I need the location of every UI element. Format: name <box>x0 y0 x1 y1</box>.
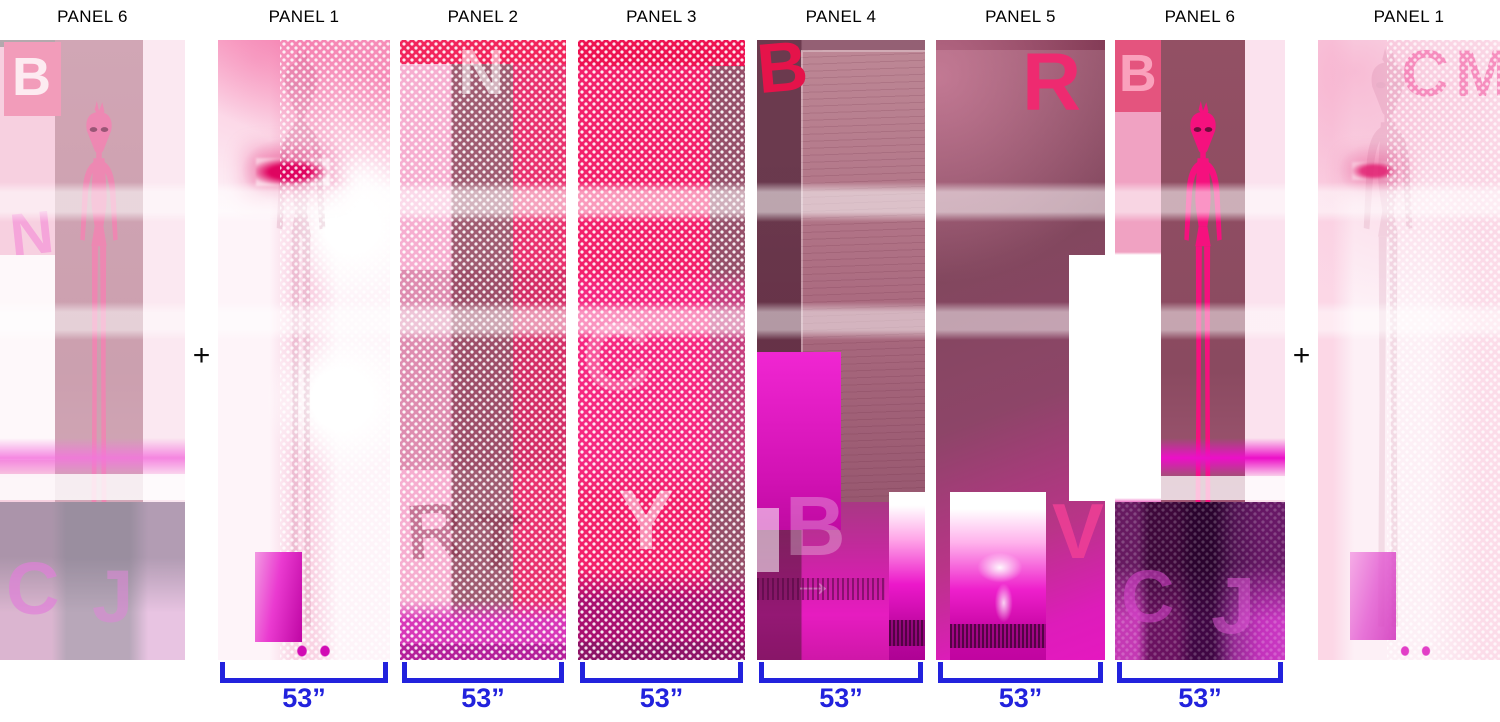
artwork-letter: C <box>582 304 652 411</box>
artwork-letter: R <box>402 485 466 577</box>
plus-sign: + <box>192 339 211 372</box>
separator-column: + <box>185 0 218 722</box>
artwork-letter: N <box>458 40 505 108</box>
panel-artwork-6: B C J <box>1115 40 1285 660</box>
white-band <box>1161 476 1285 500</box>
panel-artwork-5: R V <box>936 40 1105 660</box>
panel-label: PANEL 2 <box>447 7 519 26</box>
panel-label: PANEL 5 <box>985 7 1056 26</box>
white-inset <box>1069 255 1105 501</box>
panel-column-3: PANEL 3 C Y 53” <box>578 0 745 722</box>
white-inset <box>757 508 779 572</box>
artwork-letter: B <box>785 479 846 573</box>
panel-column-6: PANEL 6 B C J 53” <box>1115 0 1285 722</box>
panel-column-4: PANEL 4 B B → 53” <box>757 0 925 722</box>
panel-label: PANEL 6 <box>57 7 128 26</box>
panel-artwork-3: C Y <box>578 40 745 660</box>
doll-feet <box>1396 642 1440 659</box>
measurement-bracket <box>220 662 388 683</box>
panel-column-5: PANEL 5 R V 53” <box>936 0 1105 722</box>
measurement-bracket <box>938 662 1103 683</box>
measurement-bracket <box>402 662 564 683</box>
grass-strip <box>757 578 885 600</box>
measurement-bracket <box>580 662 743 683</box>
separator-column: + <box>1285 0 1318 722</box>
panel-column-right-repeat: PANEL 1 CM <box>1318 0 1500 722</box>
panel-label: PANEL 4 <box>805 7 877 26</box>
panel-column-1: PANEL 1 53” <box>218 0 390 722</box>
measurement-label: 53” <box>1178 683 1222 713</box>
panel-label: PANEL 3 <box>626 7 697 26</box>
panel-label: PANEL 6 <box>1164 7 1236 26</box>
artwork-letter: C <box>1121 555 1175 638</box>
measurement-label: 53” <box>639 683 684 713</box>
panel-label: PANEL 1 <box>268 7 340 26</box>
artwork-letter: Y <box>618 473 675 567</box>
fade-veil <box>0 40 185 660</box>
panel-artwork-right-repeat: CM <box>1318 40 1500 660</box>
measurement-bracket <box>1117 662 1283 683</box>
measurement-label: 53” <box>282 683 326 713</box>
panel-artwork-4: B B → <box>757 40 925 660</box>
panel-column-left-repeat: PANEL 6 B N C J <box>0 0 185 722</box>
photo-inset <box>950 492 1046 660</box>
plus-sign: + <box>1292 339 1311 372</box>
panel-artwork-2: N R T <box>400 40 566 660</box>
panel-artwork-1 <box>218 40 390 660</box>
panel-artwork-left-repeat: B N C J <box>0 40 185 660</box>
artwork-letter: B <box>1119 45 1157 103</box>
lips-shape <box>1352 162 1396 180</box>
artwork-letter: T <box>471 495 524 587</box>
doll-feet <box>292 642 338 660</box>
photo-inset <box>889 492 925 660</box>
panel-column-2: PANEL 2 N R T 53” <box>400 0 566 722</box>
magenta-swatch <box>255 552 302 642</box>
artwork-letter: V <box>1052 487 1105 575</box>
measurement-label: 53” <box>819 683 863 713</box>
measurement-bracket <box>759 662 923 683</box>
measurement-label: 53” <box>461 683 505 713</box>
artwork-letter: J <box>1211 561 1256 650</box>
artwork-letter: B <box>757 40 811 109</box>
dark-letter-block: C J <box>1115 502 1285 660</box>
measurement-label: 53” <box>998 683 1043 713</box>
lips-shape <box>256 158 330 186</box>
artwork-letter: R <box>1022 40 1082 128</box>
magenta-glow-band <box>1161 438 1285 478</box>
magenta-swatch <box>1350 552 1396 640</box>
panel-label: PANEL 1 <box>1373 7 1445 26</box>
